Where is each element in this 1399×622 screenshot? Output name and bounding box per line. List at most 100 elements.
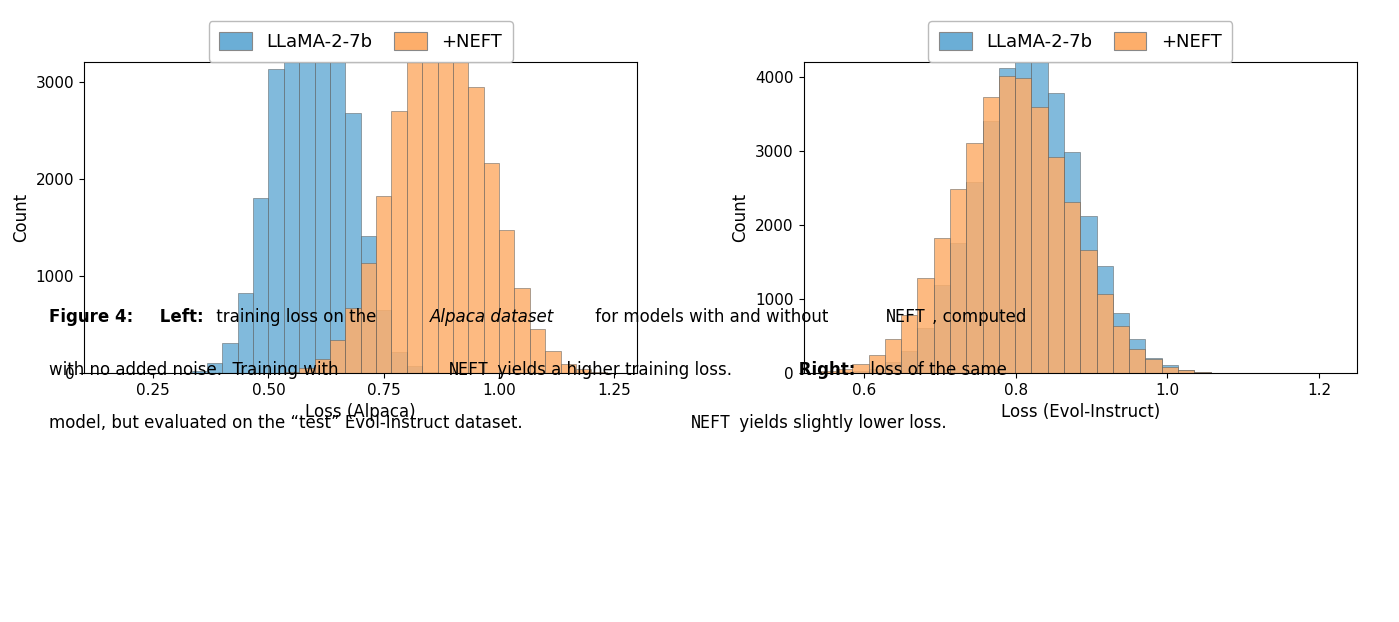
Bar	[453, 19, 469, 373]
Bar	[330, 340, 346, 373]
Text: loss of the same: loss of the same	[865, 361, 1006, 379]
Bar	[967, 182, 982, 373]
Bar	[901, 351, 918, 373]
Bar	[1080, 216, 1097, 373]
Bar	[1080, 250, 1097, 373]
Text: with no added noise.  Training with: with no added noise. Training with	[49, 361, 344, 379]
X-axis label: Loss (Evol-Instruct): Loss (Evol-Instruct)	[1000, 404, 1160, 422]
Text: training loss on the: training loss on the	[211, 308, 382, 326]
Bar	[1097, 294, 1112, 373]
Bar	[1016, 78, 1031, 373]
Bar	[852, 364, 869, 373]
Bar	[315, 0, 330, 373]
Bar	[361, 236, 376, 373]
Bar	[315, 359, 330, 373]
Bar	[299, 0, 315, 373]
Bar	[299, 368, 315, 373]
Bar	[918, 328, 933, 373]
Bar	[950, 190, 967, 373]
Bar	[933, 285, 950, 373]
Bar	[1161, 365, 1178, 373]
Text: model, but evaluated on the “test” Evol-Instruct dataset.: model, but evaluated on the “test” Evol-…	[49, 414, 527, 432]
Bar	[407, 366, 422, 373]
Bar	[999, 76, 1016, 373]
Text: Right:: Right:	[793, 361, 856, 379]
Bar	[1031, 54, 1048, 373]
Bar	[1195, 372, 1210, 373]
Bar	[346, 309, 361, 373]
Bar	[499, 230, 515, 373]
Bar	[1178, 370, 1195, 373]
Bar	[484, 163, 499, 373]
Bar	[269, 69, 284, 373]
Bar	[869, 369, 886, 373]
Bar	[1112, 326, 1129, 373]
X-axis label: Loss (Alpaca): Loss (Alpaca)	[305, 404, 416, 422]
Bar	[901, 315, 918, 373]
Bar	[515, 287, 530, 373]
Bar	[284, 0, 299, 373]
Bar	[982, 97, 999, 373]
Bar	[886, 339, 901, 373]
Bar	[546, 351, 561, 373]
Bar	[1178, 370, 1195, 373]
Text: for models with and without: for models with and without	[590, 308, 834, 326]
Bar	[376, 310, 392, 373]
Bar	[982, 121, 999, 373]
Bar	[933, 238, 950, 373]
Bar	[1048, 93, 1065, 373]
Bar	[1195, 372, 1210, 373]
Bar	[530, 328, 546, 373]
Bar	[1161, 367, 1178, 373]
Text: NEFT: NEFT	[691, 414, 732, 432]
Bar	[1129, 338, 1146, 373]
Bar	[886, 363, 901, 373]
Bar	[469, 86, 484, 373]
Bar	[192, 371, 207, 373]
Bar	[999, 68, 1016, 373]
Bar	[392, 111, 407, 373]
Bar	[1048, 157, 1065, 373]
Bar	[346, 113, 361, 373]
Text: yields slightly lower loss.: yields slightly lower loss.	[734, 414, 947, 432]
Y-axis label: Count: Count	[732, 193, 750, 242]
Bar	[222, 343, 238, 373]
Bar	[852, 371, 869, 373]
Text: Figure 4:: Figure 4:	[49, 308, 133, 326]
Bar	[1146, 358, 1161, 373]
Bar	[1097, 266, 1112, 373]
Text: NEFT: NEFT	[886, 308, 926, 326]
Text: yields a higher training loss.: yields a higher training loss.	[492, 361, 737, 379]
Bar	[207, 363, 222, 373]
Text: Alpaca dataset: Alpaca dataset	[429, 308, 554, 326]
Bar	[561, 364, 576, 373]
Bar	[284, 372, 299, 373]
Bar	[576, 369, 592, 373]
Text: , computed: , computed	[932, 308, 1025, 326]
Bar	[438, 0, 453, 373]
Legend: LLaMA-2-7b, +NEFT: LLaMA-2-7b, +NEFT	[208, 22, 513, 62]
Bar	[253, 198, 269, 373]
Bar	[422, 372, 438, 373]
Bar	[1031, 107, 1048, 373]
Legend: LLaMA-2-7b, +NEFT: LLaMA-2-7b, +NEFT	[928, 22, 1233, 62]
Bar	[238, 293, 253, 373]
Bar	[422, 0, 438, 373]
Bar	[1112, 313, 1129, 373]
Bar	[330, 0, 346, 373]
Bar	[1016, 44, 1031, 373]
Bar	[967, 143, 982, 373]
Bar	[820, 371, 837, 373]
Bar	[376, 196, 392, 373]
Bar	[361, 263, 376, 373]
Bar	[1065, 152, 1080, 373]
Bar	[1129, 349, 1146, 373]
Bar	[392, 351, 407, 373]
Text: NEFT: NEFT	[449, 361, 490, 379]
Y-axis label: Count: Count	[13, 193, 29, 242]
Bar	[407, 54, 422, 373]
Bar	[1065, 202, 1080, 373]
Bar	[918, 277, 933, 373]
Text: Left:: Left:	[154, 308, 203, 326]
Bar	[837, 369, 852, 373]
